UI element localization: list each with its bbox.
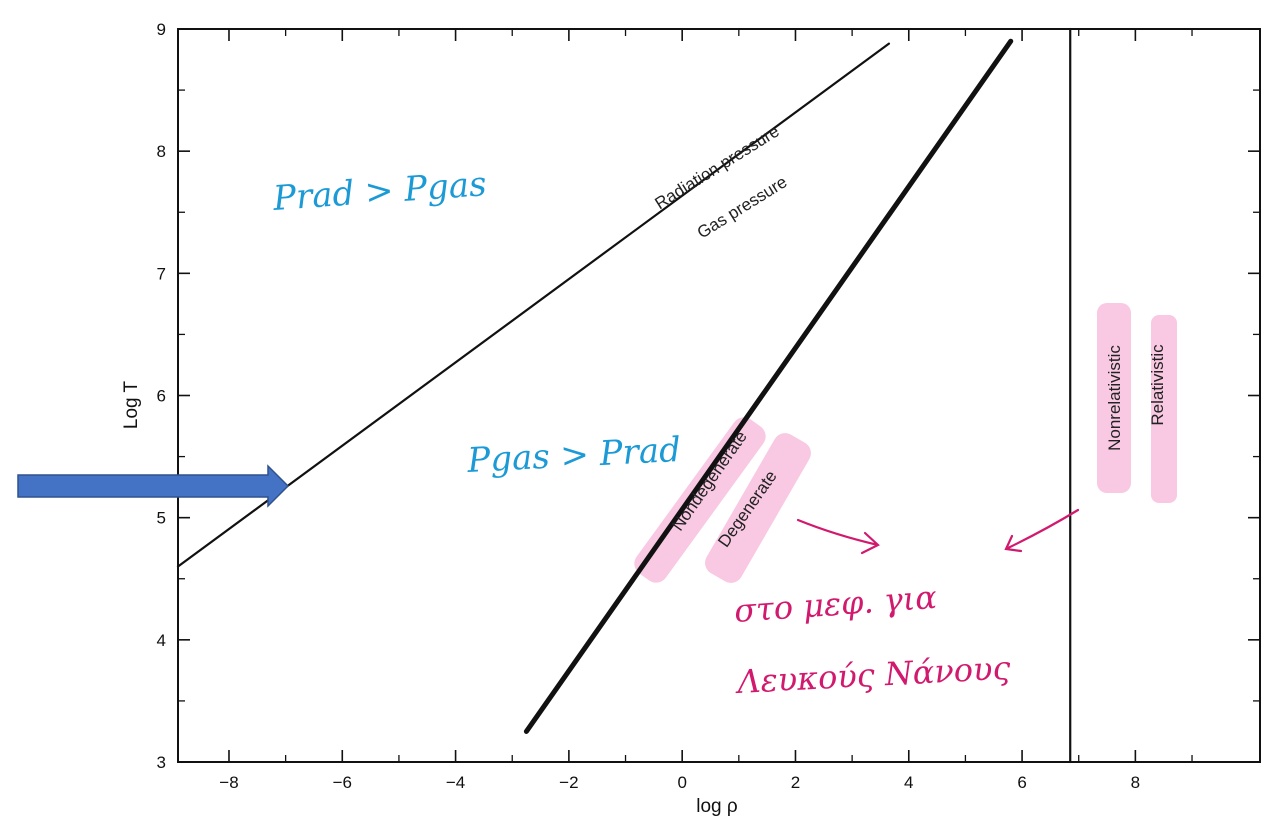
x-tick-label: 0: [677, 773, 686, 792]
x-tick-label: 8: [1131, 773, 1140, 792]
highlight-nonrelativistic: [1097, 303, 1131, 493]
highlight-degenerate: [705, 433, 811, 583]
handwritten-arrow-right: [796, 518, 880, 555]
radiation-vs-gas-boundary-line: [176, 42, 891, 568]
handwritten-note-line-1: στο μεφ. για: [733, 578, 938, 630]
boundary-lines: [176, 27, 1072, 764]
handwritten-prad-gt-pgas: Prad > Pgas: [271, 164, 488, 219]
handwritten-pgas-gt-prad: Pgas > Prad: [465, 430, 681, 481]
y-tick-label: 4: [157, 631, 166, 650]
x-axis-title: log ρ: [696, 796, 738, 817]
x-tick-label: −2: [559, 773, 578, 792]
y-tick-label: 8: [157, 142, 166, 161]
x-tick-label: 2: [791, 773, 800, 792]
y-axis-title: Log T: [121, 380, 142, 429]
label-relativistic: Relativistic: [1148, 344, 1167, 426]
y-axis: 3 4 5 6 7 8 9: [157, 20, 1260, 772]
x-tick-label: −6: [333, 773, 352, 792]
highlight-marks: [634, 303, 1177, 583]
handwritten-note-line-2: Λευκούς Νάνους: [733, 649, 1011, 701]
highlight-relativistic: [1151, 315, 1177, 503]
highlight-nondegenerate: [634, 417, 766, 583]
y-tick-label: 5: [157, 509, 166, 528]
y-tick-label: 6: [157, 387, 166, 406]
blue-arrow-marker: [17, 464, 290, 508]
degeneracy-boundary-line: [523, 38, 1014, 734]
x-axis: −8 −6 −4 −2 0 2 4 6 8: [219, 29, 1193, 792]
x-tick-label: −4: [446, 773, 465, 792]
y-tick-label: 9: [157, 20, 166, 39]
x-tick-label: −8: [219, 773, 238, 792]
y-tick-label: 3: [157, 753, 166, 772]
handwritten-arrow-left: [1004, 508, 1080, 553]
label-nonrelativistic: Nonrelativistic: [1105, 345, 1124, 451]
y-tick-label: 7: [157, 264, 166, 283]
x-tick-label: 4: [904, 773, 913, 792]
x-tick-label: 6: [1017, 773, 1026, 792]
